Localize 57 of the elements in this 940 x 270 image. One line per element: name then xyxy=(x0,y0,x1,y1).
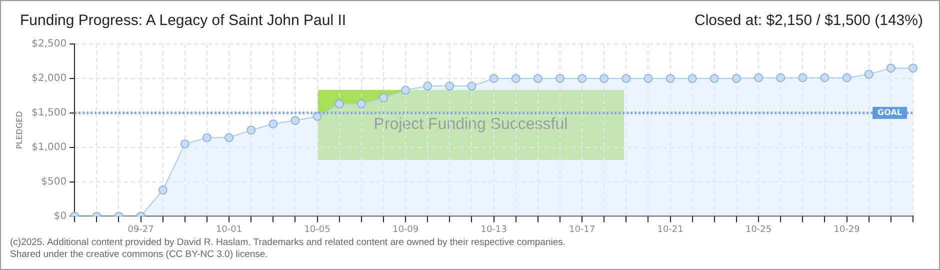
y-tick-label: $1,500 xyxy=(32,107,67,118)
point xyxy=(842,73,852,82)
point xyxy=(798,73,808,82)
point xyxy=(401,86,410,95)
point xyxy=(467,82,476,91)
point xyxy=(180,139,190,148)
point xyxy=(622,74,631,83)
point xyxy=(864,70,874,79)
point xyxy=(820,73,830,82)
y-tick-label: $0 xyxy=(54,210,67,222)
point xyxy=(710,74,719,83)
point xyxy=(334,99,344,108)
y-tick-label: $2,000 xyxy=(32,73,67,84)
chart-title: Funding Progress: A Legacy of Saint John Paul II xyxy=(20,12,346,29)
y-tick-label: $500 xyxy=(41,176,67,188)
x-tick-label: 09-27 xyxy=(128,224,154,235)
y-tick-label: $2,500 xyxy=(32,38,67,50)
point xyxy=(378,93,388,102)
point xyxy=(732,74,741,83)
point xyxy=(533,74,542,83)
point xyxy=(600,74,609,83)
point xyxy=(688,74,697,83)
point xyxy=(246,126,256,135)
y-axis-title: PLEDGED xyxy=(14,111,24,150)
point xyxy=(158,186,168,195)
point xyxy=(268,119,278,128)
point xyxy=(224,133,234,142)
x-tick-label: 10-05 xyxy=(304,224,330,235)
annotation: Project Funding Successful xyxy=(374,116,568,134)
chart-subtitle: Closed at: $2,150 / $1,500 (143%) xyxy=(694,12,923,29)
text: Shared under the creative commons (CC BY-NC 3.0) license. xyxy=(10,249,269,261)
x-tick-label: 10-29 xyxy=(834,224,860,235)
point xyxy=(290,116,300,125)
point xyxy=(578,74,587,83)
point xyxy=(423,82,432,91)
point xyxy=(356,99,366,108)
point xyxy=(776,73,786,82)
banner: Project Funding Successful xyxy=(318,90,624,160)
point xyxy=(908,64,918,73)
point xyxy=(754,73,764,82)
x-tick-label: 10-25 xyxy=(745,224,772,235)
x-tick-label: 10-17 xyxy=(568,224,596,235)
point xyxy=(666,74,675,83)
x-tick-label: 10-01 xyxy=(216,224,242,235)
x-tick-label: 10-13 xyxy=(480,224,507,235)
y-tick-label: $1,000 xyxy=(32,142,67,153)
point xyxy=(445,82,454,91)
x-tick-label: 10-21 xyxy=(657,224,684,235)
x-tick-label: 10-09 xyxy=(392,224,419,235)
point xyxy=(644,74,653,83)
ref-line-label: GOAL xyxy=(878,108,902,117)
point xyxy=(202,133,212,142)
point xyxy=(511,74,520,83)
point xyxy=(489,74,498,83)
point xyxy=(555,74,564,83)
point xyxy=(886,64,896,73)
text: (c)2025. Additional content provided by David R. Haslam. Trademarks and related content are owned by their respective companies. xyxy=(10,237,566,249)
